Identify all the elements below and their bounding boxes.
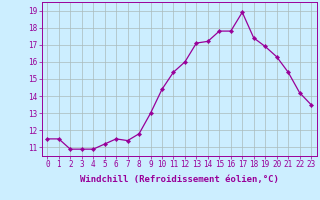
X-axis label: Windchill (Refroidissement éolien,°C): Windchill (Refroidissement éolien,°C)	[80, 175, 279, 184]
